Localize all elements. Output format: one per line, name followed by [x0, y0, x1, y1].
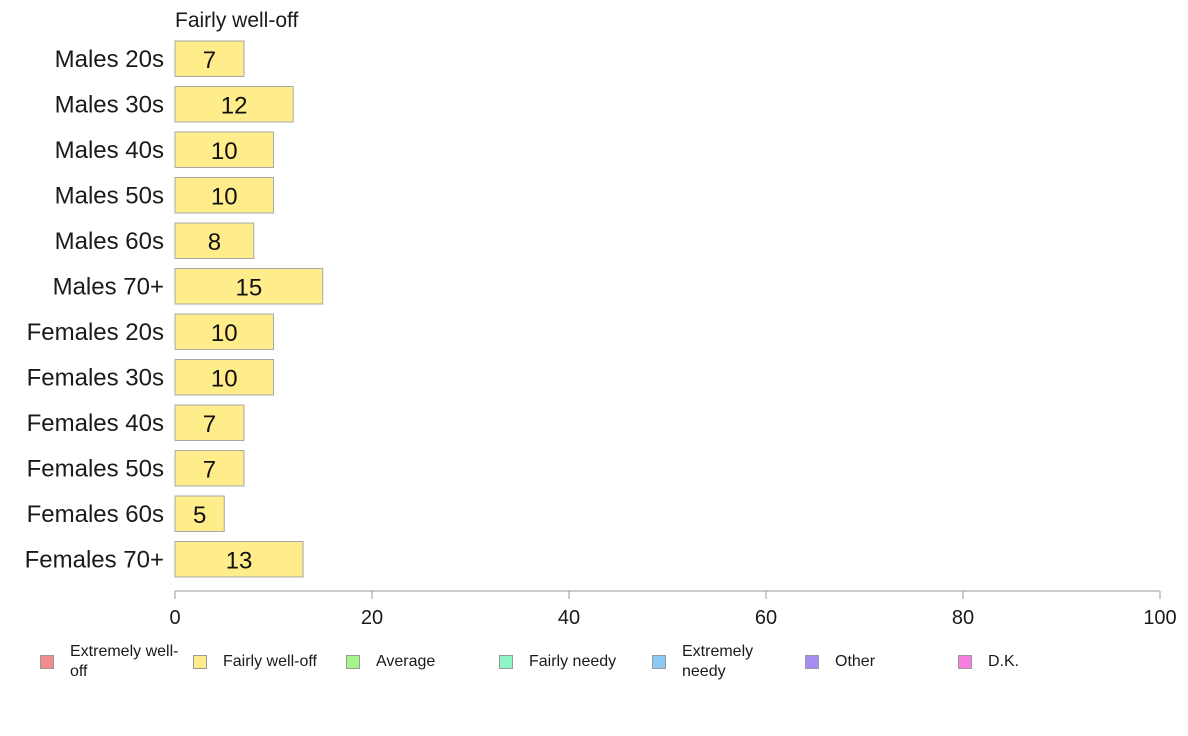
bar [174, 541, 304, 578]
legend-item: Extremely well-off [40, 640, 180, 684]
x-tick-label: 20 [361, 607, 383, 629]
legend-item: Extremely needy [652, 640, 792, 684]
x-tick-label: 100 [1143, 607, 1176, 629]
legend-item: Other [805, 640, 875, 684]
bar [174, 40, 245, 77]
legend-swatch [499, 655, 513, 669]
data-label: 5 [193, 502, 206, 529]
data-label: 10 [211, 320, 238, 347]
data-label: 7 [203, 456, 216, 483]
x-tick-label: 80 [952, 607, 974, 629]
data-label: 10 [211, 183, 238, 210]
legend-item: D.K. [958, 640, 1019, 684]
data-label: 15 [236, 274, 263, 301]
category-label: Males 30s [55, 91, 164, 118]
legend-item: Fairly needy [499, 640, 616, 684]
category-label: Males 70+ [53, 273, 164, 300]
bar [174, 313, 274, 350]
bar [174, 404, 245, 441]
legend-swatch [958, 655, 972, 669]
category-label: Females 70+ [25, 546, 164, 573]
bar-chart: Fairly well-off Males 20s 7 Males 30s 12 Male… [25, 9, 1177, 629]
legend: Extremely well-off Fairly well-off Average… [0, 640, 1188, 690]
legend-label: Average [376, 653, 436, 670]
legend-swatch [805, 655, 819, 669]
legend-label: Extremely needy [682, 643, 754, 680]
category-label: Males 50s [55, 182, 164, 209]
category-label: Males 20s [55, 46, 164, 73]
legend-swatch [193, 655, 207, 669]
legend-swatch [40, 655, 54, 669]
bar [174, 131, 274, 168]
data-label: 7 [203, 47, 216, 74]
legend-label: D.K. [988, 653, 1020, 670]
bar [174, 222, 255, 259]
legend-label: Other [835, 653, 876, 670]
data-label: 7 [203, 411, 216, 438]
data-label: 10 [211, 138, 238, 165]
category-label: Females 50s [27, 455, 164, 482]
bar [174, 177, 274, 214]
bar [174, 359, 274, 396]
x-tick-label: 60 [755, 607, 777, 629]
legend-swatch [652, 655, 666, 669]
bar [174, 268, 324, 305]
x-tick-label: 0 [169, 607, 180, 629]
data-label: 13 [226, 547, 253, 574]
legend-label: Fairly needy [529, 653, 617, 670]
legend-label: Fairly well-off [223, 653, 317, 670]
category-label: Females 20s [27, 319, 164, 346]
data-label: 8 [208, 229, 221, 256]
legend-swatch [346, 655, 360, 669]
bar [174, 450, 245, 487]
data-label: 12 [221, 92, 248, 119]
category-label: Males 60s [55, 228, 164, 255]
legend-label: Extremely well-off [70, 643, 179, 680]
x-tick-label: 40 [558, 607, 580, 629]
category-label: Males 40s [55, 137, 164, 164]
category-label: Females 40s [27, 410, 164, 437]
category-label: Females 60s [27, 501, 164, 528]
data-label: 10 [211, 365, 238, 392]
bar [174, 495, 225, 532]
bar [174, 86, 294, 123]
legend-item: Average [346, 640, 435, 684]
legend-item: Fairly well-off [193, 640, 317, 684]
category-label: Females 30s [27, 364, 164, 391]
chart-title: Fairly well-off [175, 9, 298, 32]
